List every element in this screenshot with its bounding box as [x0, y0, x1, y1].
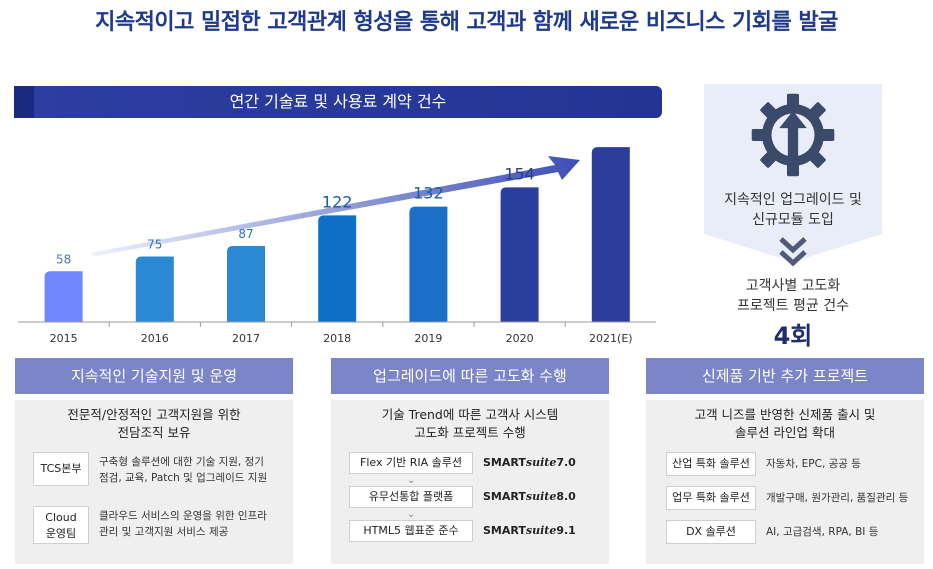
data-label: 58 [56, 252, 71, 266]
col1-body: 전문적/안정적인 고객지원을 위한 전담조직 보유 TCS본부 구축형 솔루션에… [15, 400, 293, 564]
x-tick-label: 2015 [50, 332, 78, 345]
chart-title: 연간 기술료 및 사용료 계약 건수 [14, 86, 662, 118]
tcs-text-line: 구축형 솔루션에 대한 기술 지원, 정기 [99, 456, 264, 468]
chevron-down-icon: ⌄ [407, 509, 416, 520]
solution-chip: 업무 특화 솔루션 [666, 486, 756, 510]
bar-2017 [227, 245, 265, 322]
col3-header: 신제품 기반 추가 프로젝트 [646, 358, 924, 394]
x-tick-label: 2017 [232, 332, 260, 345]
chevron-down-icon: ⌄ [407, 475, 416, 486]
col2-body: 기술 Trend에 따른 고객사 시스템 고도화 프로젝트 수행 Flex 기반… [331, 400, 609, 564]
bar-2021(E) [591, 147, 630, 322]
bar-2016 [135, 256, 174, 322]
page-headline: 지속적이고 밀접한 고객관계 형성을 통해 고객과 함께 새로운 비즈니스 기회… [95, 10, 838, 35]
col2-desc-line: 기술 Trend에 따른 고객사 시스템 [381, 407, 559, 422]
solution-text: 자동차, EPC, 공공 등 [766, 458, 861, 470]
x-tick-label: 2019 [414, 332, 442, 345]
x-tick-label: 2020 [506, 332, 534, 345]
version-chip: Flex 기반 RIA 솔루션 [349, 452, 473, 474]
bar-chart: 58 75 87 122 132 154 2015 2016 2017 2018 2019 2020… [18, 147, 656, 345]
bar-2019 [409, 206, 448, 322]
version-chip: HTML5 웹표준 준수 [349, 520, 473, 542]
side-text-line: 신규모듈 도입 [752, 212, 834, 228]
average-count: 4회 [773, 322, 813, 350]
data-label: 132 [413, 184, 444, 203]
x-tick-label: 2021(E) [589, 332, 633, 345]
col1-desc-line: 전담조직 보유 [117, 425, 191, 440]
gear-up-arrow-icon [751, 93, 835, 177]
upgrade-panel [704, 84, 882, 262]
col3-body: 고객 니즈를 반영한 신제품 출시 및 솔루션 라인업 확대 산업 특화 솔루션… [646, 400, 924, 564]
product-version: SMARTsuite7.0 [483, 456, 576, 469]
solution-chip: 산업 특화 솔루션 [666, 452, 756, 476]
side-text-line: 고객사별 고도화 [745, 278, 841, 294]
product-version: SMARTsuite8.0 [483, 490, 576, 503]
bar-2015 [44, 271, 83, 322]
col2-header: 업그레이드에 따른 고도화 수행 [331, 358, 609, 394]
solution-text: AI, 고급검색, RPA, BI 등 [766, 526, 879, 538]
cloud-text-line: 클라우드 서비스의 운영을 위한 인프라 [99, 510, 267, 522]
tcs-chip: TCS본부 [33, 452, 89, 486]
cloud-text-line: 관리 및 고객지원 서비스 제공 [99, 526, 229, 538]
growth-arrow [90, 156, 580, 256]
side-text-line: 지속적인 업그레이드 및 [724, 192, 862, 208]
data-label: 154 [504, 164, 535, 183]
side-text-line: 프로젝트 평균 건수 [737, 298, 849, 314]
data-label: 75 [147, 237, 162, 251]
cloud-ops-chip: Cloud 운영팀 [33, 506, 89, 544]
version-chip: 유무선통합 플랫폼 [349, 486, 473, 508]
bar-2020 [500, 187, 539, 322]
solution-chip: DX 솔루션 [666, 520, 756, 544]
col2-desc-line: 고도화 프로젝트 수행 [414, 425, 526, 440]
col3-desc-line: 고객 니즈를 반영한 신제품 출시 및 [694, 407, 876, 422]
tcs-text-line: 점검, 교육, Patch 및 업그레이드 지원 [99, 472, 268, 484]
data-label: 87 [238, 227, 253, 241]
x-tick-label: 2018 [323, 332, 351, 345]
col1-desc-line: 전문적/안정적인 고객지원을 위한 [67, 407, 241, 422]
data-label: 122 [322, 192, 353, 211]
product-version: SMARTsuite9.1 [483, 524, 576, 537]
double-chevron-down-icon [779, 237, 807, 267]
solution-text: 개발구매, 원가관리, 품질관리 등 [766, 492, 909, 504]
col3-desc-line: 솔루션 라인업 확대 [735, 425, 835, 440]
x-tick-label: 2016 [141, 332, 169, 345]
bar-2018 [318, 215, 357, 322]
col1-header: 지속적인 기술지원 및 운영 [15, 358, 293, 394]
